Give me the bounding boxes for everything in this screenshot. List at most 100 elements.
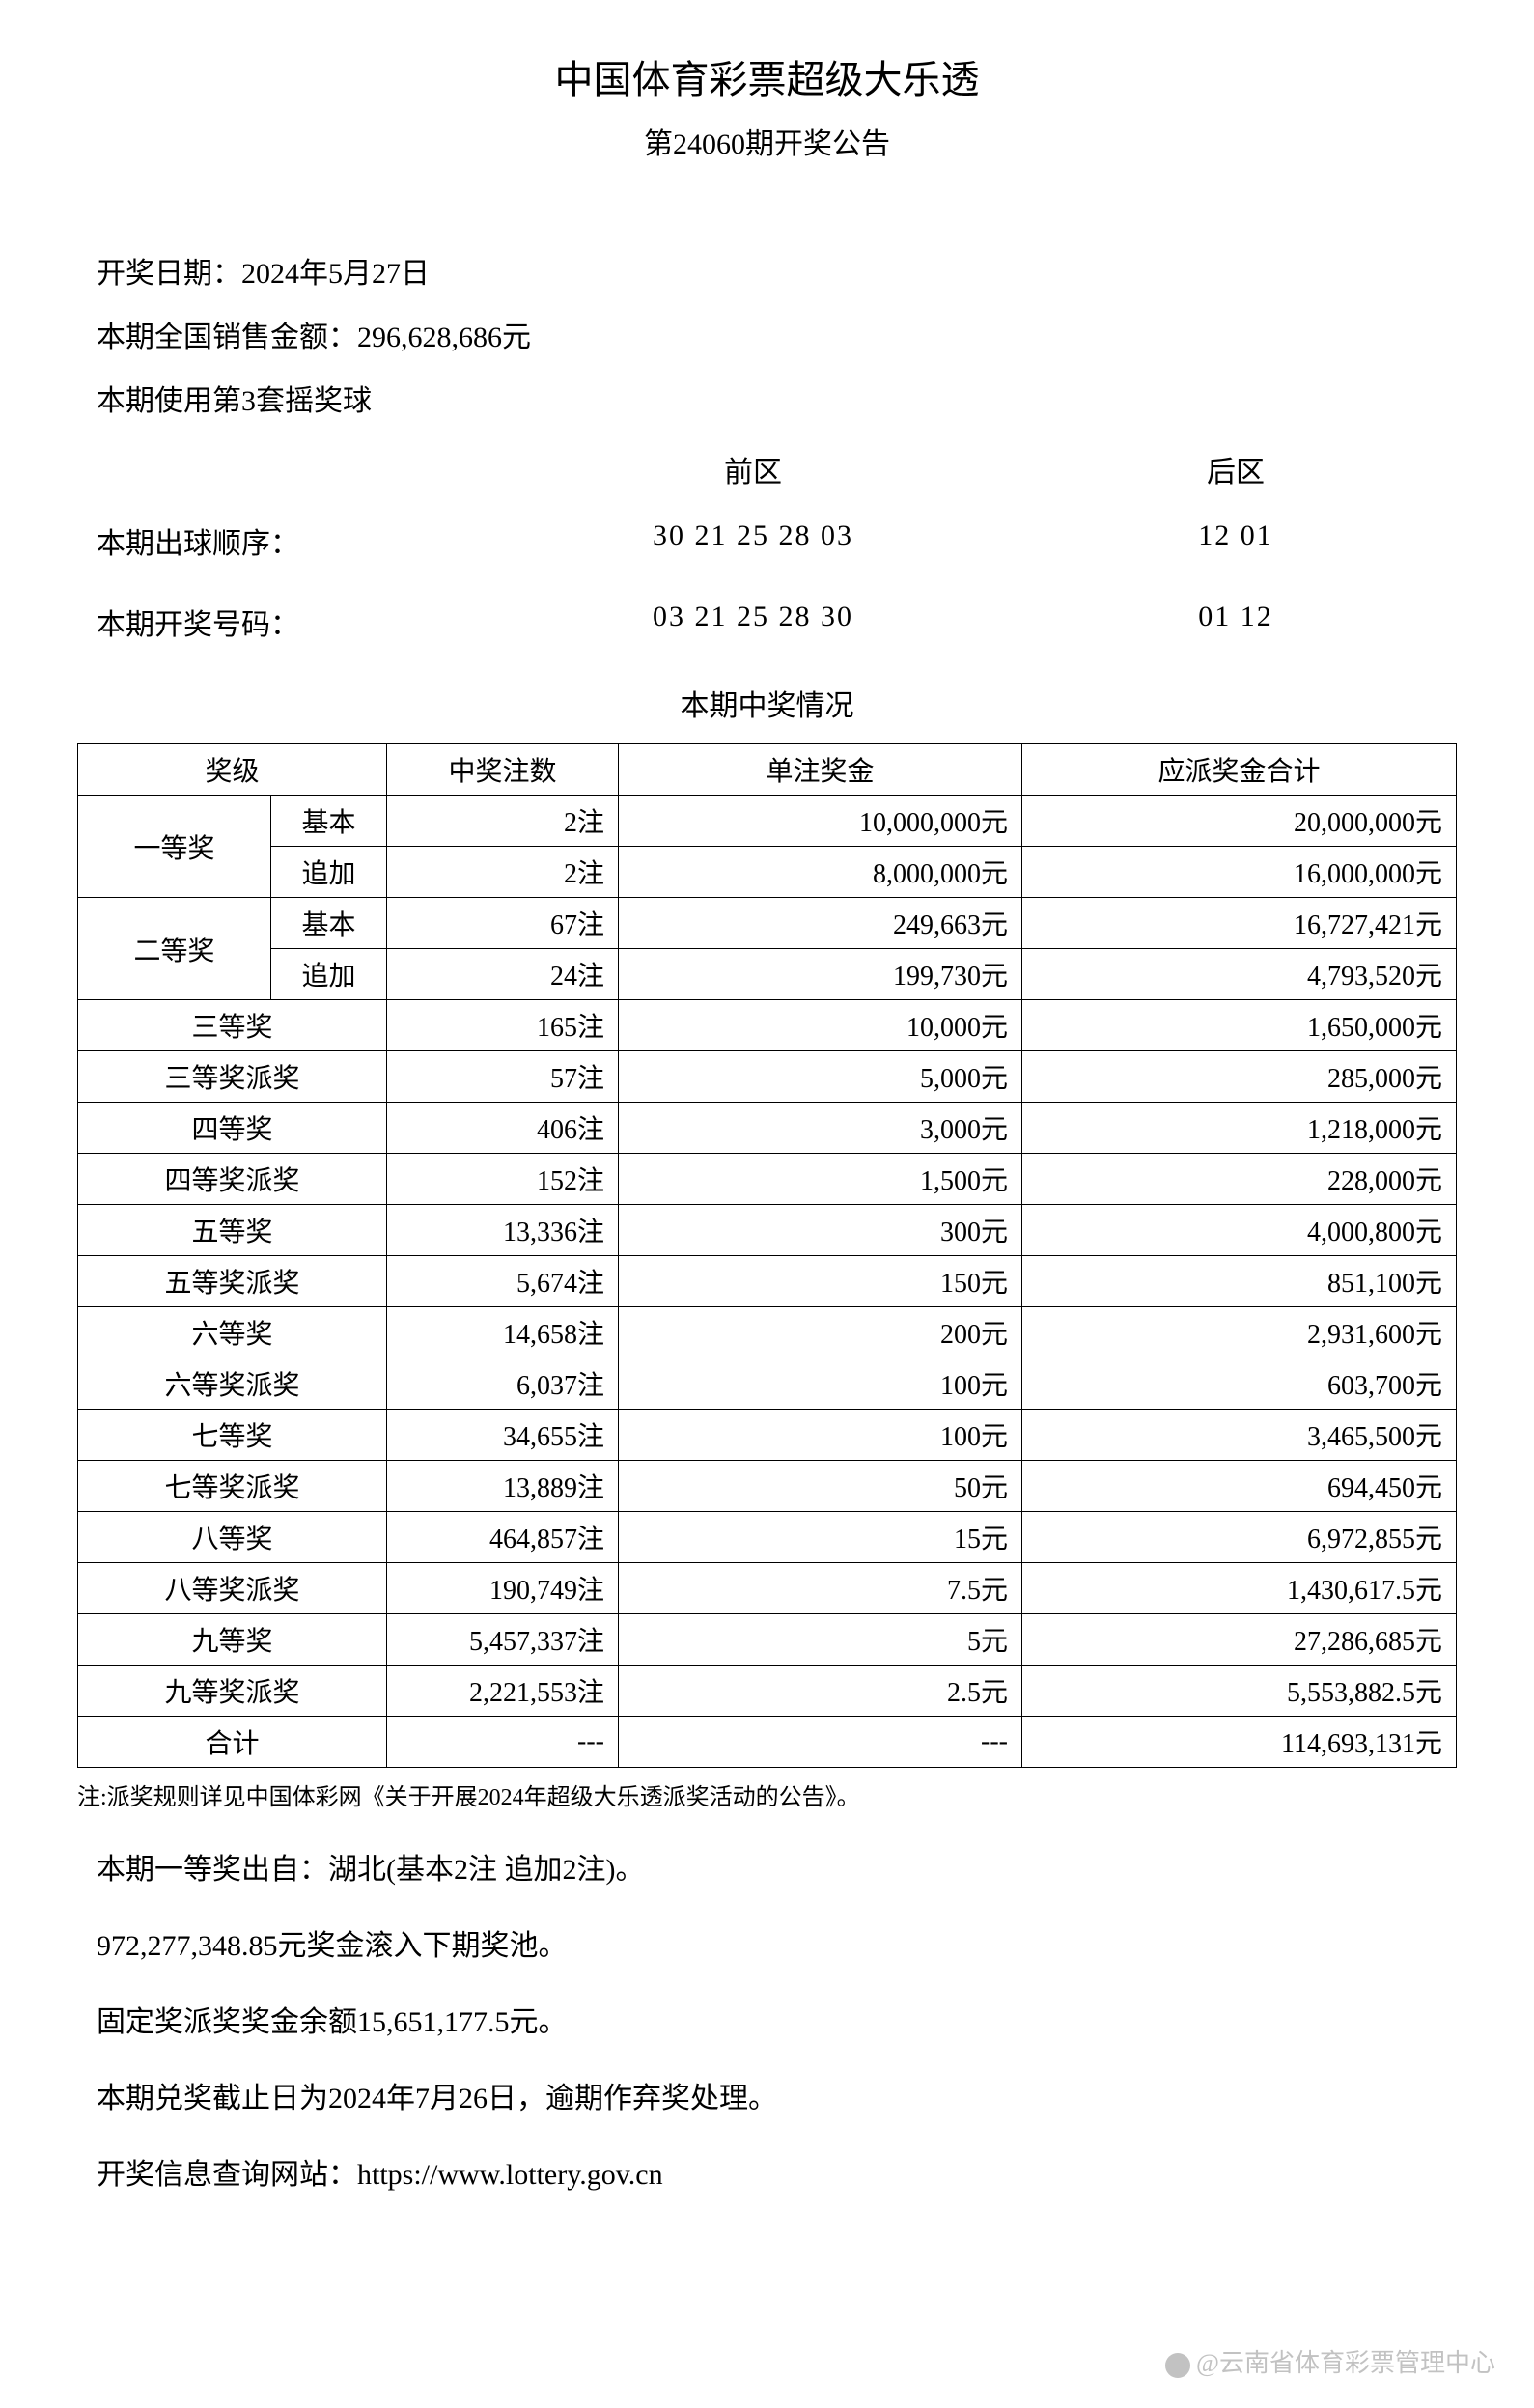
total-count: ---	[387, 1717, 619, 1768]
draw-order-back: 12 01	[1043, 519, 1429, 562]
table-row: 九等奖派奖 2,221,553注 2.5元 5,553,882.5元	[78, 1666, 1457, 1717]
prize-level: 四等奖派奖	[78, 1154, 387, 1205]
draw-date: 开奖日期：2024年5月27日	[77, 249, 1457, 292]
prize-count: 2注	[387, 796, 619, 847]
sales-amount: 本期全国销售金额：296,628,686元	[77, 313, 1457, 355]
winning-numbers-label: 本期开奖号码：	[97, 601, 463, 643]
prize-level: 四等奖	[78, 1103, 387, 1154]
prize-amount: 8,000,000元	[619, 847, 1022, 898]
watermark-icon	[1165, 2353, 1190, 2378]
prize-amount: 100元	[619, 1358, 1022, 1410]
prize-level: 三等奖	[78, 1000, 387, 1051]
prize-amount: 15元	[619, 1512, 1022, 1563]
prize-total: 285,000元	[1022, 1051, 1457, 1103]
prize-total: 1,218,000元	[1022, 1103, 1457, 1154]
table-row: 六等奖派奖 6,037注 100元 603,700元	[78, 1358, 1457, 1410]
winning-back: 01 12	[1043, 601, 1429, 643]
prize-level: 五等奖派奖	[78, 1256, 387, 1307]
prize-count: 13,336注	[387, 1205, 619, 1256]
prize-level: 八等奖派奖	[78, 1563, 387, 1614]
prize-amount: 7.5元	[619, 1563, 1022, 1614]
table-header-row: 奖级 中奖注数 单注奖金 应派奖金合计	[78, 744, 1457, 796]
prize-amount: 150元	[619, 1256, 1022, 1307]
footer-line: 972,277,348.85元奖金滚入下期奖池。	[77, 1921, 1457, 1964]
table-row: 六等奖 14,658注 200元 2,931,600元	[78, 1307, 1457, 1358]
table-row: 四等奖派奖 152注 1,500元 228,000元	[78, 1154, 1457, 1205]
prize-count: 24注	[387, 949, 619, 1000]
prize-level: 六等奖派奖	[78, 1358, 387, 1410]
prize-level: 六等奖	[78, 1307, 387, 1358]
prize-total: 851,100元	[1022, 1256, 1457, 1307]
table-row: 二等奖 基本 67注 249,663元 16,727,421元	[78, 898, 1457, 949]
prize-count: 464,857注	[387, 1512, 619, 1563]
prize-level: 一等奖	[78, 796, 271, 898]
page-title: 中国体育彩票超级大乐透	[77, 48, 1457, 104]
table-row: 九等奖 5,457,337注 5元 27,286,685元	[78, 1614, 1457, 1666]
prize-amount: 1,500元	[619, 1154, 1022, 1205]
prize-amount: 100元	[619, 1410, 1022, 1461]
prize-amount: 2.5元	[619, 1666, 1022, 1717]
table-total-row: 合计 --- --- 114,693,131元	[78, 1717, 1457, 1768]
prize-count: 13,889注	[387, 1461, 619, 1512]
table-row: 八等奖 464,857注 15元 6,972,855元	[78, 1512, 1457, 1563]
footer-line: 本期一等奖出自：湖北(基本2注 追加2注)。	[77, 1845, 1457, 1888]
prize-table: 奖级 中奖注数 单注奖金 应派奖金合计 一等奖 基本 2注 10,000,000…	[77, 743, 1457, 1768]
watermark: @云南省体育彩票管理中心	[1165, 2343, 1495, 2379]
header-count: 中奖注数	[387, 744, 619, 796]
prize-total: 2,931,600元	[1022, 1307, 1457, 1358]
prize-level: 八等奖	[78, 1512, 387, 1563]
prize-level: 二等奖	[78, 898, 271, 1000]
prize-count: 165注	[387, 1000, 619, 1051]
table-row: 五等奖 13,336注 300元 4,000,800元	[78, 1205, 1457, 1256]
prize-level: 七等奖派奖	[78, 1461, 387, 1512]
table-row: 七等奖派奖 13,889注 50元 694,450元	[78, 1461, 1457, 1512]
prize-count: 5,674注	[387, 1256, 619, 1307]
prize-count: 6,037注	[387, 1358, 619, 1410]
header-total: 应派奖金合计	[1022, 744, 1457, 796]
total-sum: 114,693,131元	[1022, 1717, 1457, 1768]
prize-count: 2,221,553注	[387, 1666, 619, 1717]
prize-total: 694,450元	[1022, 1461, 1457, 1512]
note-text: 注:派奖规则详见中国体彩网《关于开展2024年超级大乐透派奖活动的公告》。	[77, 1778, 1457, 1811]
prize-amount: 5元	[619, 1614, 1022, 1666]
prize-amount: 10,000元	[619, 1000, 1022, 1051]
prize-total: 4,793,520元	[1022, 949, 1457, 1000]
prize-total: 27,286,685元	[1022, 1614, 1457, 1666]
prize-level: 九等奖派奖	[78, 1666, 387, 1717]
prize-amount: 3,000元	[619, 1103, 1022, 1154]
table-row: 追加 24注 199,730元 4,793,520元	[78, 949, 1457, 1000]
draw-order-front: 30 21 25 28 03	[463, 519, 1043, 562]
header-prize-level: 奖级	[78, 744, 387, 796]
table-row: 五等奖派奖 5,674注 150元 851,100元	[78, 1256, 1457, 1307]
prize-level: 九等奖	[78, 1614, 387, 1666]
draw-order-label: 本期出球顺序：	[97, 519, 463, 562]
prize-total: 4,000,800元	[1022, 1205, 1457, 1256]
prize-count: 67注	[387, 898, 619, 949]
prize-amount: 249,663元	[619, 898, 1022, 949]
prize-count: 5,457,337注	[387, 1614, 619, 1666]
prize-total: 1,430,617.5元	[1022, 1563, 1457, 1614]
header-amount: 单注奖金	[619, 744, 1022, 796]
prize-count: 14,658注	[387, 1307, 619, 1358]
prize-subtype: 基本	[271, 796, 387, 847]
footer-line: 本期兑奖截止日为2024年7月26日，逾期作弃奖处理。	[77, 2074, 1457, 2116]
table-row: 三等奖派奖 57注 5,000元 285,000元	[78, 1051, 1457, 1103]
prize-total: 16,727,421元	[1022, 898, 1457, 949]
table-row: 八等奖派奖 190,749注 7.5元 1,430,617.5元	[78, 1563, 1457, 1614]
prize-subtype: 追加	[271, 847, 387, 898]
prize-count: 406注	[387, 1103, 619, 1154]
prize-amount: 10,000,000元	[619, 796, 1022, 847]
prize-count: 57注	[387, 1051, 619, 1103]
prize-level: 七等奖	[78, 1410, 387, 1461]
back-area-label: 后区	[1043, 448, 1429, 490]
footer-line: 开奖信息查询网站：https://www.lottery.gov.cn	[77, 2150, 1457, 2193]
prize-total: 3,465,500元	[1022, 1410, 1457, 1461]
prize-count: 2注	[387, 847, 619, 898]
prize-total: 1,650,000元	[1022, 1000, 1457, 1051]
prize-total: 228,000元	[1022, 1154, 1457, 1205]
prize-count: 34,655注	[387, 1410, 619, 1461]
prize-total: 20,000,000元	[1022, 796, 1457, 847]
prize-total: 603,700元	[1022, 1358, 1457, 1410]
prize-total: 5,553,882.5元	[1022, 1666, 1457, 1717]
prize-count: 152注	[387, 1154, 619, 1205]
